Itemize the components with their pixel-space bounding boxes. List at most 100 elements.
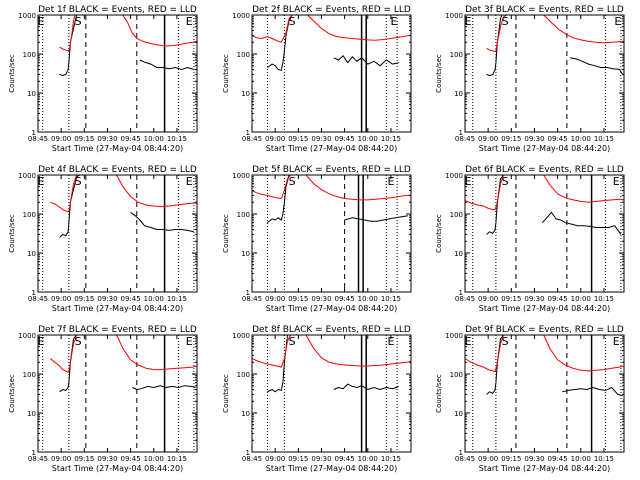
phase-marker: E (186, 335, 193, 348)
plot-frame (464, 174, 625, 293)
x-tick-label: 09:45 (335, 455, 355, 463)
y-tick-label: 1 (32, 289, 36, 297)
events-series (333, 55, 399, 67)
y-tick-label: 10 (241, 410, 250, 418)
y-tick-label: 1000 (445, 12, 463, 20)
plot-frame (37, 174, 198, 293)
events-series (486, 334, 504, 395)
x-tick-label: 09:45 (548, 455, 568, 463)
x-axis-label: Start Time (27-May-04 08:44:20) (266, 304, 397, 313)
y-tick-label: 100 (237, 51, 250, 59)
x-tick-label: 08:45 (28, 135, 48, 143)
panel-title: Det 5f BLACK = Events, RED = LLD (252, 165, 411, 175)
x-tick-label: 09:00 (51, 295, 71, 303)
phase-marker: E (613, 335, 620, 348)
events-series (569, 57, 623, 75)
x-tick-label: 08:45 (28, 295, 48, 303)
y-tick-label: 10 (454, 90, 463, 98)
lld-series (543, 334, 625, 372)
y-tick-label: 1000 (18, 332, 36, 340)
x-tick-label: 09:30 (311, 455, 331, 463)
x-axis-label: Start Time (27-May-04 08:44:20) (479, 144, 610, 153)
x-tick-label: 09:00 (51, 135, 71, 143)
phase-marker: E (391, 15, 398, 28)
lld-series (251, 14, 293, 43)
plot-frame (37, 14, 198, 133)
x-tick-label: 09:00 (478, 135, 498, 143)
x-tick-label: 08:45 (28, 455, 48, 463)
events-series (267, 334, 288, 393)
panel-3: Det 3f BLACK = Events, RED = LLD Counts/s… (435, 5, 625, 153)
phase-marker: E (465, 175, 472, 188)
y-tick-label: 1 (32, 449, 36, 457)
x-tick-label: 10:00 (144, 135, 164, 143)
x-tick-label: 09:15 (74, 455, 94, 463)
plot-frame (464, 14, 625, 133)
panel-title: Det 1f BLACK = Events, RED = LLD (38, 5, 197, 15)
lld-series (122, 14, 198, 47)
events-series (267, 174, 290, 224)
x-tick-label: 10:15 (167, 135, 187, 143)
x-tick-label: 08:45 (242, 455, 262, 463)
phase-marker: S (289, 175, 296, 188)
x-tick-label: 09:15 (501, 135, 521, 143)
x-tick-label: 09:00 (478, 455, 498, 463)
lld-series (116, 174, 197, 208)
events-series (562, 386, 623, 397)
plot-frame (251, 14, 412, 133)
x-axis-label: Start Time (27-May-04 08:44:20) (52, 464, 183, 473)
y-axis-label: Counts/sec (222, 374, 230, 413)
events-series (59, 334, 77, 393)
panel-6: Det 6f BLACK = Events, RED = LLD Counts/s… (435, 165, 625, 313)
x-axis-label: Start Time (27-May-04 08:44:20) (266, 144, 397, 153)
x-tick-label: 10:00 (358, 295, 378, 303)
x-tick-label: 09:30 (311, 295, 331, 303)
x-tick-label: 09:45 (335, 295, 355, 303)
phase-marker: E (387, 175, 394, 188)
y-tick-label: 10 (454, 250, 463, 258)
y-tick-label: 1000 (18, 172, 36, 180)
phase-marker: S (502, 335, 509, 348)
y-tick-label: 1 (32, 129, 36, 137)
lld-series (543, 174, 625, 203)
x-tick-label: 09:30 (524, 135, 544, 143)
lld-series (49, 334, 78, 374)
y-tick-label: 1000 (445, 332, 463, 340)
x-tick-label: 09:45 (548, 135, 568, 143)
x-tick-label: 10:00 (358, 455, 378, 463)
y-tick-label: 1000 (18, 12, 36, 20)
events-series (59, 174, 80, 238)
x-axis-label: Start Time (27-May-04 08:44:20) (479, 464, 610, 473)
events-series (267, 14, 293, 72)
y-tick-label: 1000 (445, 172, 463, 180)
x-tick-label: 10:00 (358, 135, 378, 143)
x-tick-label: 10:00 (571, 135, 591, 143)
phase-marker: S (289, 335, 296, 348)
phase-marker: S (75, 335, 82, 348)
y-tick-label: 100 (450, 371, 463, 379)
lld-series (307, 14, 412, 41)
x-tick-label: 09:00 (265, 295, 285, 303)
x-tick-label: 08:45 (455, 455, 475, 463)
x-tick-label: 09:45 (121, 295, 141, 303)
x-tick-label: 09:30 (97, 295, 117, 303)
y-tick-label: 100 (237, 371, 250, 379)
y-tick-label: 10 (27, 410, 36, 418)
x-tick-label: 10:00 (144, 455, 164, 463)
events-series (344, 215, 408, 222)
panel-5: Det 5f BLACK = Events, RED = LLD Counts/s… (222, 165, 412, 313)
x-tick-label: 09:30 (524, 295, 544, 303)
phase-marker: E (38, 175, 45, 188)
y-axis-label: Counts/sec (222, 54, 230, 93)
plot-frame (464, 334, 625, 453)
events-series (333, 383, 399, 391)
phase-marker: S (289, 15, 296, 28)
phase-marker: E (465, 335, 472, 348)
y-tick-label: 1 (246, 129, 250, 137)
x-tick-label: 09:00 (478, 295, 498, 303)
panel-title: Det 7f BLACK = Events, RED = LLD (38, 325, 197, 335)
events-series (130, 211, 195, 233)
x-tick-label: 10:00 (144, 295, 164, 303)
events-series (486, 174, 504, 235)
